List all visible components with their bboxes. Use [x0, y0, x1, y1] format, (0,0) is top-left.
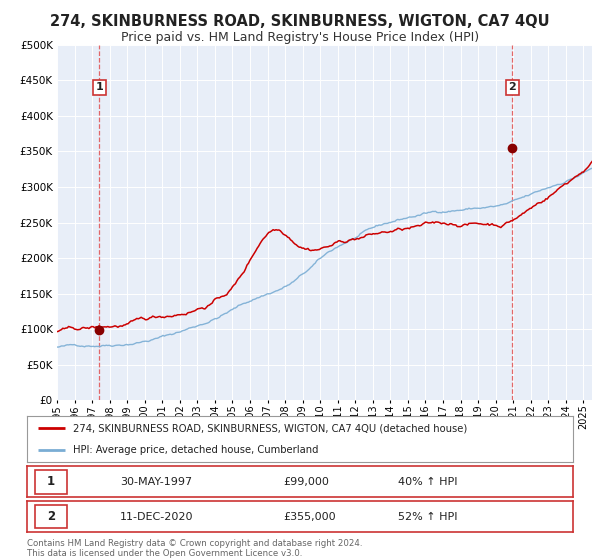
- Text: Contains HM Land Registry data © Crown copyright and database right 2024.: Contains HM Land Registry data © Crown c…: [27, 539, 362, 548]
- Text: 274, SKINBURNESS ROAD, SKINBURNESS, WIGTON, CA7 4QU (detached house): 274, SKINBURNESS ROAD, SKINBURNESS, WIGT…: [73, 423, 467, 433]
- Text: 40% ↑ HPI: 40% ↑ HPI: [398, 477, 458, 487]
- Text: 2: 2: [508, 82, 516, 92]
- Text: This data is licensed under the Open Government Licence v3.0.: This data is licensed under the Open Gov…: [27, 549, 302, 558]
- Text: 11-DEC-2020: 11-DEC-2020: [120, 512, 193, 521]
- Bar: [35, 470, 67, 493]
- Text: 30-MAY-1997: 30-MAY-1997: [120, 477, 192, 487]
- Text: 274, SKINBURNESS ROAD, SKINBURNESS, WIGTON, CA7 4QU: 274, SKINBURNESS ROAD, SKINBURNESS, WIGT…: [50, 14, 550, 29]
- Text: Price paid vs. HM Land Registry's House Price Index (HPI): Price paid vs. HM Land Registry's House …: [121, 31, 479, 44]
- Text: 2: 2: [47, 510, 55, 523]
- Text: £355,000: £355,000: [284, 512, 336, 521]
- Text: 52% ↑ HPI: 52% ↑ HPI: [398, 512, 458, 521]
- Text: 1: 1: [95, 82, 103, 92]
- Bar: [35, 505, 67, 528]
- Text: 1: 1: [47, 475, 55, 488]
- Text: HPI: Average price, detached house, Cumberland: HPI: Average price, detached house, Cumb…: [73, 445, 319, 455]
- Text: £99,000: £99,000: [284, 477, 329, 487]
